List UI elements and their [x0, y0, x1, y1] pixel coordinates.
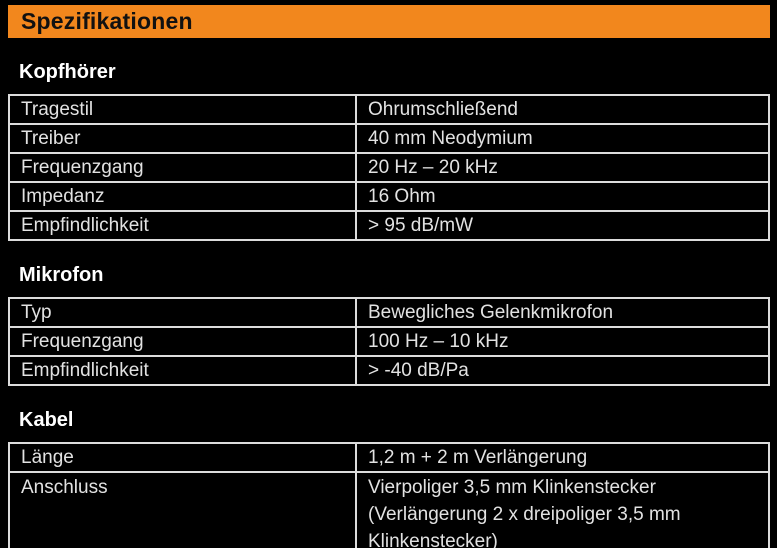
row-label: Länge — [8, 442, 357, 473]
spec-table: Tragestil Ohrumschließend Treiber 40 mm … — [8, 94, 770, 241]
spec-section: Mikrofon Typ Bewegliches Gelenkmikrofon … — [8, 262, 770, 386]
section-heading-kabel: Kabel — [19, 409, 74, 431]
table-row: Empfindlichkeit > 95 dB/mW — [8, 210, 770, 241]
row-label: Treiber — [8, 123, 357, 154]
row-value: 16 Ohm — [355, 181, 770, 212]
section-heading-mikrofon: Mikrofon — [19, 264, 104, 286]
table-row: Anschluss Vierpoliger 3,5 mm Klinkenstec… — [8, 471, 770, 548]
table-row: Impedanz 16 Ohm — [8, 181, 770, 212]
row-value: 100 Hz – 10 kHz — [355, 326, 770, 357]
row-value: > -40 dB/Pa — [355, 355, 770, 386]
row-value: Bewegliches Gelenkmikrofon — [355, 297, 770, 328]
row-value: 20 Hz – 20 kHz — [355, 152, 770, 183]
table-row: Frequenzgang 100 Hz – 10 kHz — [8, 326, 770, 357]
row-label: Empfindlichkeit — [8, 355, 357, 386]
sections-container: Kopfhörer Tragestil Ohrumschließend Trei… — [8, 59, 770, 548]
row-label: Typ — [8, 297, 357, 328]
row-value: Ohrumschließend — [355, 94, 770, 125]
spec-table: Typ Bewegliches Gelenkmikrofon Frequenzg… — [8, 297, 770, 386]
spec-table: Länge 1,2 m + 2 m Verlängerung Anschluss… — [8, 442, 770, 548]
title-bar: Spezifikationen — [8, 5, 770, 38]
row-value: 40 mm Neodymium — [355, 123, 770, 154]
row-value: Vierpoliger 3,5 mm Klinkenstecker (Verlä… — [355, 471, 770, 548]
section-heading-kopfhörer: Kopfhörer — [19, 61, 116, 83]
table-row: Tragestil Ohrumschließend — [8, 94, 770, 125]
spec-section: Kabel Länge 1,2 m + 2 m Verlängerung Ans… — [8, 407, 770, 548]
spec-section: Kopfhörer Tragestil Ohrumschließend Trei… — [8, 59, 770, 241]
row-label: Frequenzgang — [8, 152, 357, 183]
content-area: Spezifikationen Kopfhörer Tragestil Ohru… — [8, 5, 770, 548]
row-value: 1,2 m + 2 m Verlängerung — [355, 442, 770, 473]
row-label: Empfindlichkeit — [8, 210, 357, 241]
row-label: Tragestil — [8, 94, 357, 125]
table-row: Empfindlichkeit > -40 dB/Pa — [8, 355, 770, 386]
table-row: Länge 1,2 m + 2 m Verlängerung — [8, 442, 770, 473]
row-value: > 95 dB/mW — [355, 210, 770, 241]
row-label: Anschluss — [8, 471, 357, 548]
page-title: Spezifikationen — [21, 8, 193, 34]
table-row: Frequenzgang 20 Hz – 20 kHz — [8, 152, 770, 183]
row-label: Frequenzgang — [8, 326, 357, 357]
table-row: Treiber 40 mm Neodymium — [8, 123, 770, 154]
table-row: Typ Bewegliches Gelenkmikrofon — [8, 297, 770, 328]
row-label: Impedanz — [8, 181, 357, 212]
